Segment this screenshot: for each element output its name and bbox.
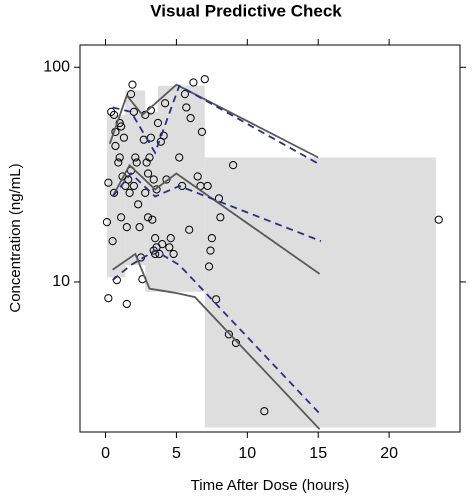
x-tick-label: 20 (380, 445, 398, 462)
data-point (224, 330, 233, 339)
data-point (125, 188, 134, 197)
data-point (142, 158, 151, 167)
data-point (145, 153, 154, 162)
data-point (134, 200, 143, 209)
line-series (111, 172, 322, 242)
data-point (148, 215, 157, 224)
line-series (112, 249, 322, 416)
plot-frame (79, 44, 461, 433)
x-tick-label: 5 (172, 445, 181, 462)
data-point (434, 215, 443, 224)
data-point (229, 161, 238, 170)
data-point (155, 249, 164, 259)
data-point (119, 133, 129, 142)
shaded-region (125, 90, 146, 265)
data-point (107, 107, 116, 116)
data-point (216, 213, 225, 222)
data-point (102, 218, 112, 227)
data-point (108, 236, 117, 246)
data-point (115, 153, 124, 162)
data-point (203, 181, 212, 191)
chart-title: Visual Predictive Check (150, 1, 342, 20)
data-point (149, 175, 158, 184)
line-series (112, 84, 322, 166)
data-point (122, 223, 131, 232)
data-point (165, 243, 174, 252)
data-point (182, 103, 191, 112)
data-point (160, 99, 170, 108)
data-point (117, 122, 126, 131)
x-axis-title: Time After Dose (hours) (191, 477, 350, 494)
data-point (260, 407, 269, 416)
data-point (122, 299, 131, 309)
data-point (189, 78, 198, 87)
data-point (104, 178, 113, 187)
data-point (146, 133, 155, 142)
data-point (132, 158, 141, 167)
line-series (112, 252, 321, 430)
data-point (143, 213, 153, 222)
x-tick-label: 0 (101, 445, 110, 462)
data-point (153, 118, 163, 128)
data-point (159, 131, 168, 140)
data-point (206, 246, 215, 255)
data-point (180, 90, 190, 99)
line-series (111, 163, 321, 275)
data-point (197, 127, 207, 137)
data-point (152, 185, 161, 194)
data-point (169, 249, 178, 259)
data-point (109, 188, 119, 197)
data-point (128, 80, 137, 89)
data-point (151, 234, 160, 243)
shaded-region (204, 157, 436, 428)
data-point (185, 225, 194, 234)
data-point (111, 141, 120, 151)
data-point (141, 188, 150, 197)
data-point (166, 234, 175, 243)
y-axis-title: Concentration (ng/mL) (7, 163, 24, 312)
data-point (214, 194, 224, 203)
data-point (117, 213, 126, 222)
x-tick-label: 10 (238, 445, 256, 462)
data-point (204, 262, 214, 271)
data-point (207, 234, 216, 243)
y-tick-label: 10 (52, 273, 70, 290)
data-point (175, 153, 184, 162)
line-series (108, 83, 319, 159)
data-point (126, 90, 136, 99)
data-point (158, 240, 167, 249)
data-point (162, 175, 171, 184)
y-tick-label: 100 (43, 59, 70, 76)
data-point (200, 75, 209, 84)
x-tick-label: 15 (309, 445, 327, 462)
data-point (109, 110, 119, 120)
data-point (131, 153, 140, 162)
data-point (114, 158, 123, 167)
data-point (193, 172, 202, 181)
data-point (135, 223, 144, 232)
data-point (129, 181, 138, 191)
data-point (186, 113, 195, 123)
data-point (104, 294, 113, 303)
data-point (143, 169, 153, 178)
